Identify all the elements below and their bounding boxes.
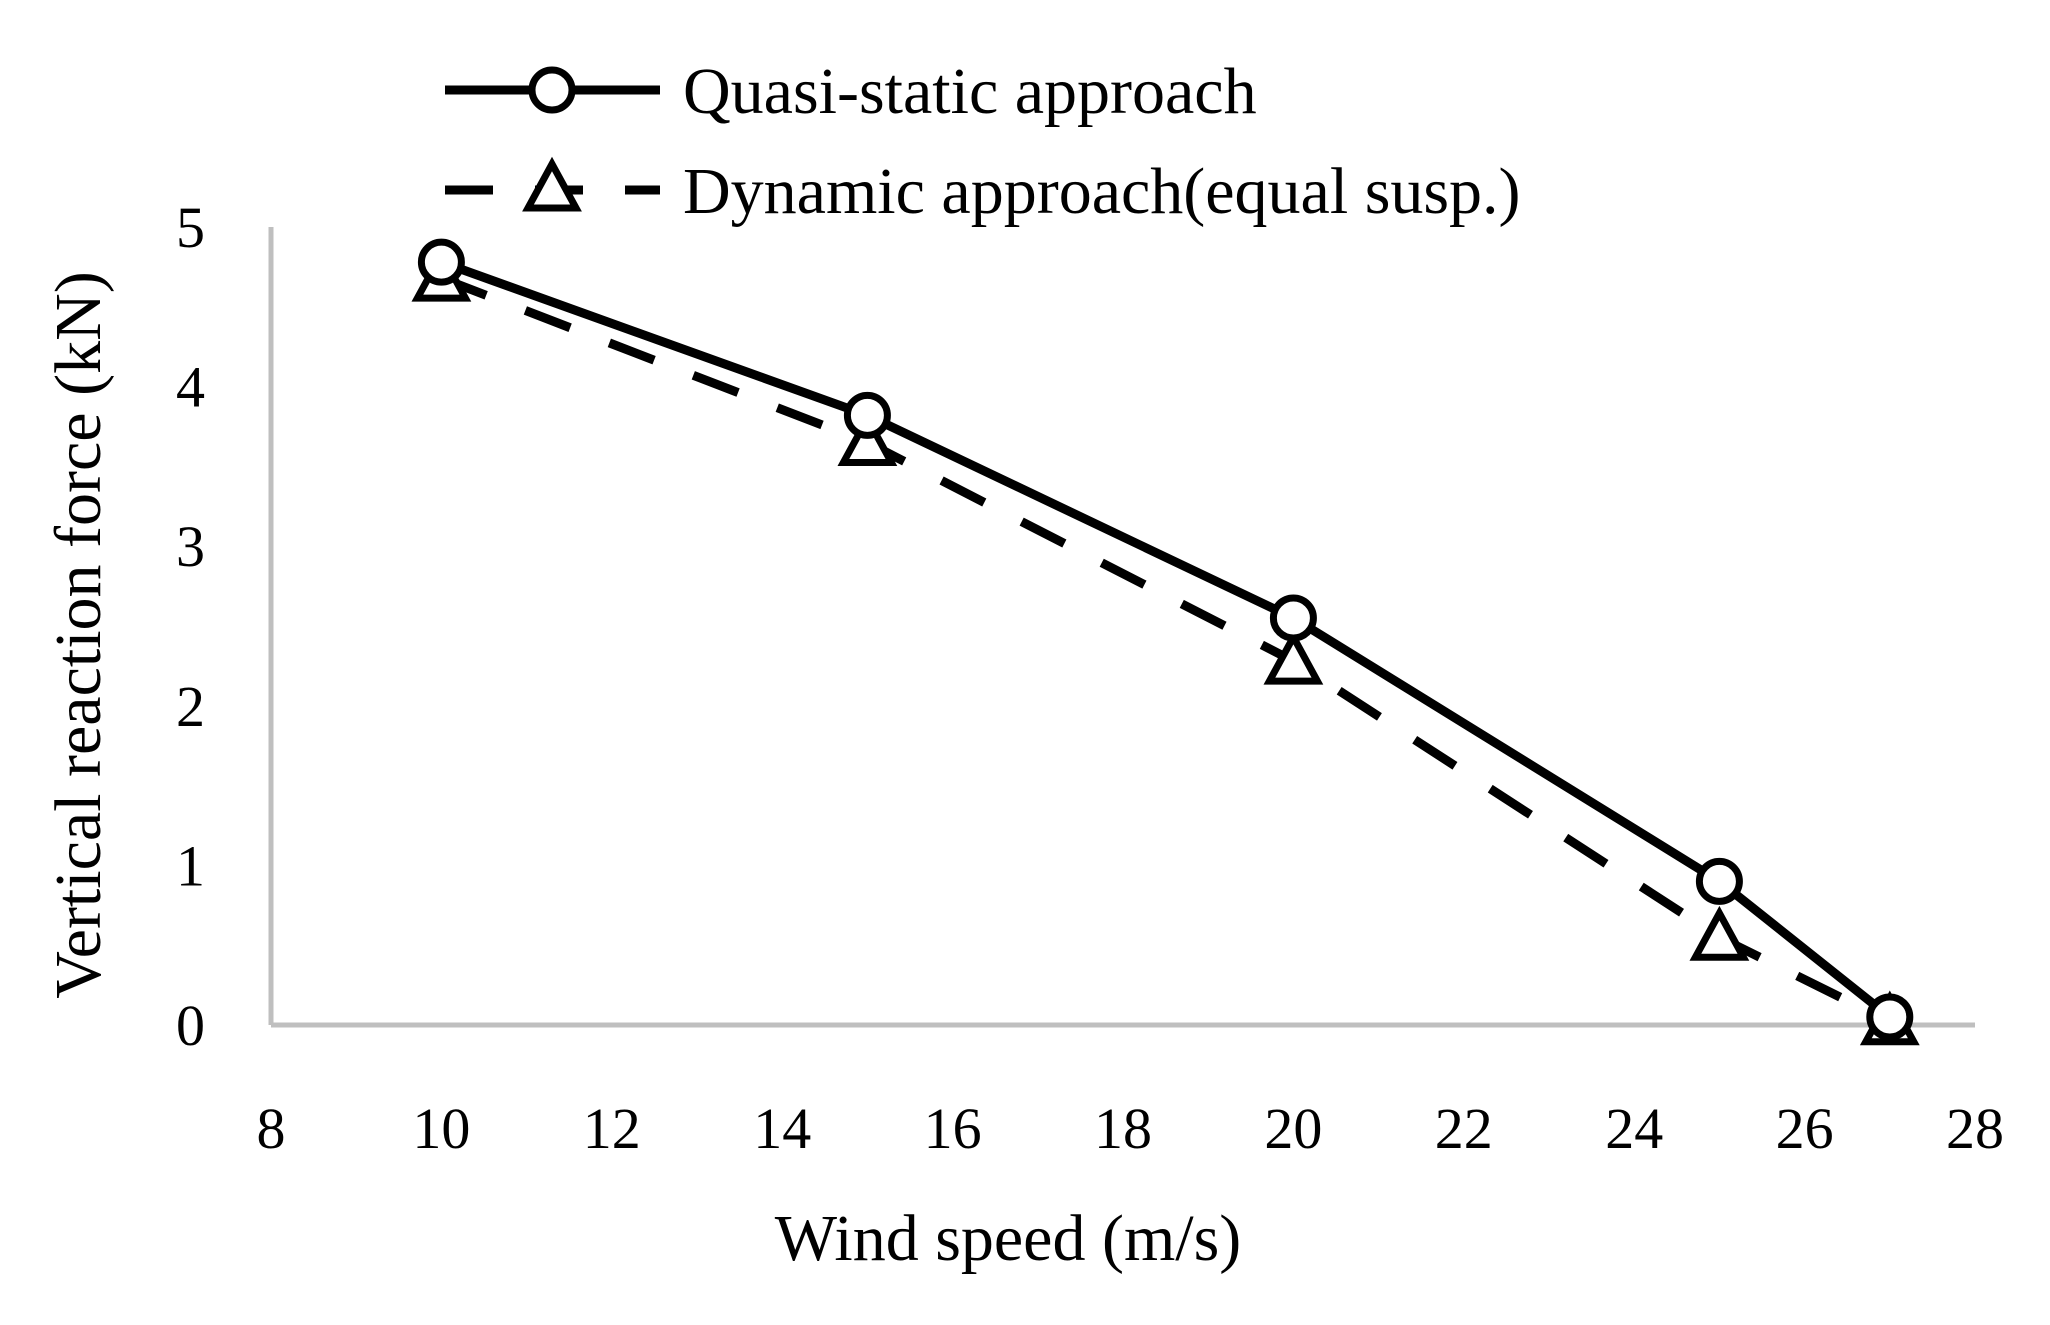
x-tick-label: 14 (753, 1096, 811, 1161)
y-tick-label: 4 (176, 355, 205, 420)
quasi-static-point (843, 391, 891, 439)
quasi-static-point (417, 238, 465, 286)
dynamic-point (1689, 905, 1750, 961)
legend-circle-marker-icon (528, 66, 576, 114)
x-tick-labels: 8 10 12 14 16 18 20 22 24 26 28 (257, 1096, 2005, 1161)
y-tick-labels: 0 1 2 3 4 5 (176, 195, 205, 1058)
x-axis-title: Wind speed (m/s) (775, 1202, 1242, 1275)
legend-triangle-marker-icon (522, 156, 582, 212)
x-tick-label: 18 (1094, 1096, 1152, 1161)
legend-label-quasi-static: Quasi-static approach (683, 55, 1257, 128)
quasi-static-point (1695, 857, 1743, 905)
x-tick-label: 20 (1264, 1096, 1322, 1161)
series-layer (411, 238, 1920, 1046)
x-tick-label: 12 (583, 1096, 641, 1161)
y-tick-label: 1 (176, 833, 205, 898)
x-tick-label: 26 (1776, 1096, 1834, 1161)
legend-label-dynamic: Dynamic approach(equal susp.) (683, 155, 1521, 228)
dynamic-point (837, 411, 898, 466)
quasi-static-point (1866, 993, 1914, 1041)
x-tick-label: 8 (257, 1096, 286, 1161)
x-tick-label: 24 (1605, 1096, 1663, 1161)
dynamic-point (1263, 629, 1324, 685)
y-tick-label: 2 (176, 674, 205, 739)
x-tick-label: 28 (1946, 1096, 2004, 1161)
y-tick-label: 0 (176, 993, 205, 1058)
x-tick-label: 16 (924, 1096, 982, 1161)
y-tick-label: 5 (176, 195, 205, 260)
x-tick-label: 10 (412, 1096, 470, 1161)
quasi-static-point (1269, 594, 1317, 642)
legend: Quasi-static approach Dynamic approach(e… (445, 55, 1521, 228)
y-axis-title: Vertical reaction force (kN) (42, 271, 115, 998)
y-tick-label: 3 (176, 514, 205, 579)
x-tick-label: 22 (1435, 1096, 1493, 1161)
series-line-dynamic (439, 273, 1892, 1026)
